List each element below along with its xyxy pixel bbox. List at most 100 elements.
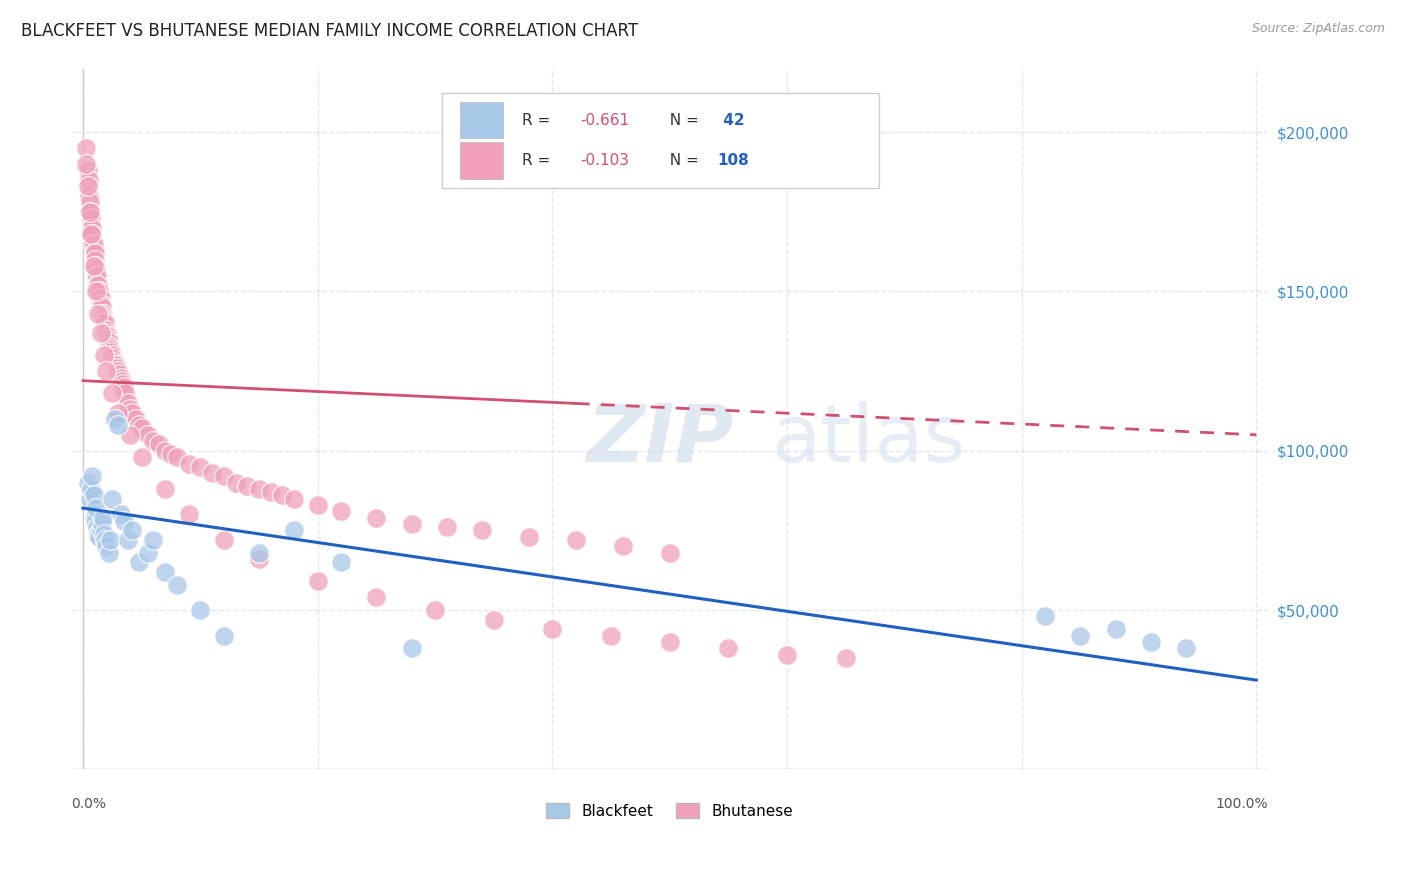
Point	[201, 466, 224, 480]
Point	[612, 539, 634, 553]
Point	[86, 268, 108, 283]
Point	[104, 412, 127, 426]
Point	[136, 427, 159, 442]
Point	[1033, 609, 1056, 624]
Point	[1069, 628, 1091, 642]
Point	[97, 332, 120, 346]
Point	[90, 301, 112, 315]
Text: ZIP: ZIP	[586, 401, 734, 479]
Point	[84, 501, 107, 516]
Point	[82, 220, 104, 235]
Point	[118, 402, 141, 417]
Point	[717, 641, 740, 656]
Point	[82, 227, 104, 242]
Point	[100, 345, 122, 359]
Point	[90, 291, 112, 305]
Point	[104, 358, 127, 372]
Point	[401, 641, 423, 656]
Point	[96, 539, 118, 553]
Point	[148, 437, 170, 451]
Point	[83, 259, 105, 273]
Text: -0.661: -0.661	[579, 112, 628, 128]
Point	[90, 524, 112, 538]
FancyBboxPatch shape	[443, 93, 879, 187]
Text: atlas: atlas	[772, 401, 966, 479]
Text: 100.0%: 100.0%	[1215, 797, 1268, 811]
Point	[76, 475, 98, 490]
Text: BLACKFEET VS BHUTANESE MEDIAN FAMILY INCOME CORRELATION CHART: BLACKFEET VS BHUTANESE MEDIAN FAMILY INC…	[21, 22, 638, 40]
Point	[112, 380, 135, 394]
Point	[87, 526, 110, 541]
FancyBboxPatch shape	[460, 102, 503, 138]
Point	[84, 262, 107, 277]
Point	[111, 376, 134, 391]
Point	[111, 374, 134, 388]
Point	[136, 546, 159, 560]
Point	[366, 591, 388, 605]
Point	[436, 520, 458, 534]
Point	[260, 485, 283, 500]
Point	[114, 386, 136, 401]
Point	[107, 418, 129, 433]
Point	[212, 469, 235, 483]
Point	[271, 488, 294, 502]
Point	[89, 530, 111, 544]
Text: 42: 42	[717, 112, 744, 128]
Point	[307, 498, 329, 512]
Point	[121, 405, 143, 419]
Point	[97, 329, 120, 343]
Point	[82, 236, 104, 251]
Point	[108, 368, 131, 382]
Point	[110, 370, 132, 384]
Point	[107, 364, 129, 378]
Point	[128, 555, 150, 569]
Point	[80, 482, 103, 496]
Point	[86, 520, 108, 534]
Point	[107, 405, 129, 419]
Point	[600, 628, 623, 642]
Point	[91, 307, 114, 321]
Point	[247, 546, 270, 560]
Point	[541, 622, 564, 636]
Point	[97, 338, 120, 352]
Point	[1139, 635, 1161, 649]
Point	[1104, 622, 1126, 636]
Text: Source: ZipAtlas.com: Source: ZipAtlas.com	[1251, 22, 1385, 36]
Point	[80, 211, 103, 226]
Point	[188, 603, 211, 617]
Point	[79, 205, 101, 219]
Point	[131, 450, 153, 464]
Point	[330, 555, 353, 569]
Text: R =: R =	[523, 153, 555, 168]
Point	[96, 326, 118, 340]
Point	[658, 546, 681, 560]
Point	[236, 479, 259, 493]
Point	[283, 524, 305, 538]
Point	[97, 335, 120, 350]
Text: N =: N =	[659, 153, 704, 168]
Point	[79, 205, 101, 219]
Point	[82, 469, 104, 483]
Text: N =: N =	[659, 112, 704, 128]
Point	[93, 526, 115, 541]
Point	[131, 421, 153, 435]
Point	[83, 508, 105, 522]
Point	[117, 396, 139, 410]
Point	[330, 504, 353, 518]
Point	[77, 173, 100, 187]
Point	[83, 259, 105, 273]
Point	[80, 220, 103, 235]
Point	[90, 297, 112, 311]
Point	[80, 227, 103, 242]
Point	[98, 533, 121, 547]
Point	[177, 457, 200, 471]
Point	[366, 510, 388, 524]
Point	[83, 488, 105, 502]
Point	[1175, 641, 1198, 656]
Point	[212, 628, 235, 642]
Point	[110, 508, 132, 522]
Point	[76, 157, 98, 171]
Point	[101, 491, 124, 506]
Point	[90, 516, 112, 531]
Point	[98, 342, 121, 356]
